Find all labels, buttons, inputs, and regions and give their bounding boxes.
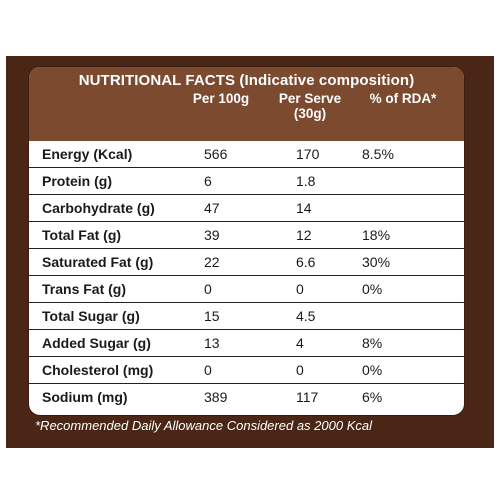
column-header-per-serve: Per Serve (30g): [271, 91, 349, 121]
per-100g-value: 47: [204, 194, 296, 222]
rda-value: 8%: [362, 329, 464, 357]
table-row: Saturated Fat (g) 22 6.6 30%: [29, 248, 464, 276]
per-serve-value: 0: [296, 356, 362, 384]
table-row: Total Fat (g) 39 12 18%: [29, 221, 464, 249]
table-row: Protein (g) 6 1.8: [29, 167, 464, 195]
per-100g-value: 13: [204, 329, 296, 357]
nutrition-facts-card: NUTRITIONAL FACTS (Indicative compositio…: [28, 66, 465, 416]
rda-value: 6%: [362, 389, 383, 405]
rda-value: [362, 302, 464, 330]
nutrient-name: Trans Fat (g): [29, 275, 204, 303]
per-serve-value: 0: [296, 275, 362, 303]
nutrient-name: Total Sugar (g): [29, 302, 204, 330]
per-serve-value: 1.8: [296, 167, 362, 195]
per-100g-value: 0: [204, 356, 296, 384]
per-100g-value: 6: [204, 167, 296, 195]
table-row: Sodium (mg) 389 117 6%: [29, 384, 464, 411]
per-serve-subtitle: (30g): [293, 106, 327, 121]
table-row: Cholesterol (mg) 0 0 0%: [29, 356, 464, 384]
per-100g-value: 566: [204, 141, 296, 168]
nutrient-name: Carbohydrate (g): [29, 194, 204, 222]
table-row: Carbohydrate (g) 47 14: [29, 194, 464, 222]
column-header-rda: % of RDA*: [369, 91, 437, 106]
nutrient-name: Total Fat (g): [29, 221, 204, 249]
rda-value: [362, 167, 464, 195]
nutrient-name: Added Sugar (g): [29, 329, 204, 357]
per-100g-value: 22: [204, 248, 296, 276]
table-row: Added Sugar (g) 13 4 8%: [29, 329, 464, 357]
table-row: Energy (Kcal) 566 170 8.5%: [29, 141, 464, 168]
nutrient-name: Sodium (mg): [42, 389, 128, 405]
table-title: NUTRITIONAL FACTS (Indicative compositio…: [78, 72, 415, 89]
per-100g-value: 39: [204, 221, 296, 249]
per-serve-value: 117: [296, 389, 319, 405]
nutrient-name: Energy (Kcal): [29, 141, 204, 168]
column-header-per-100g: Per 100g: [192, 91, 250, 106]
nutrient-name: Protein (g): [29, 167, 204, 195]
rda-value: 8.5%: [362, 141, 464, 168]
per-serve-label: Per Serve: [278, 91, 342, 106]
table-row: Total Sugar (g) 15 4.5: [29, 302, 464, 330]
table-row: Trans Fat (g) 0 0 0%: [29, 275, 464, 303]
per-serve-value: 14: [296, 194, 362, 222]
rda-value: 18%: [362, 221, 464, 249]
rda-footnote: *Recommended Daily Allowance Considered …: [35, 418, 372, 433]
nutrient-name: Cholesterol (mg): [29, 356, 204, 384]
rda-value: 0%: [362, 356, 464, 384]
per-serve-value: 170: [296, 141, 362, 168]
table-header: NUTRITIONAL FACTS (Indicative compositio…: [29, 67, 464, 141]
rda-value: 30%: [362, 248, 464, 276]
nutrition-table: Energy (Kcal) 566 170 8.5% Protein (g) 6 1.8 …: [29, 141, 464, 410]
per-serve-value: 12: [296, 221, 362, 249]
nutrient-name: Saturated Fat (g): [29, 248, 204, 276]
per-serve-value: 6.6: [296, 248, 362, 276]
per-serve-value: 4: [296, 329, 362, 357]
rda-value: 0%: [362, 275, 464, 303]
per-100g-value: 0: [204, 275, 296, 303]
per-100g-value: 389: [204, 389, 228, 405]
rda-value: [362, 194, 464, 222]
per-serve-value: 4.5: [296, 302, 362, 330]
per-100g-value: 15: [204, 302, 296, 330]
